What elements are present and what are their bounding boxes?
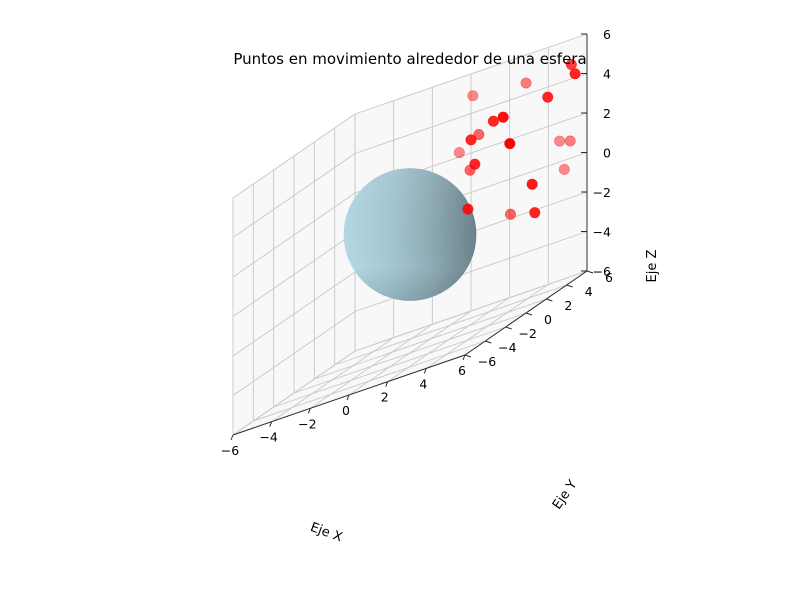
axis-lines (230, 33, 594, 441)
x-tick-label: −4 (259, 430, 277, 445)
scatter-point (504, 208, 516, 220)
scatter-points (453, 58, 581, 220)
x-tick-label: 2 (381, 390, 389, 405)
scatter-point (462, 203, 474, 215)
y-tick-label: 4 (585, 284, 593, 299)
x-tick-mark (423, 368, 427, 374)
scatter-point (465, 134, 477, 146)
y-tick-label: 0 (544, 312, 552, 327)
grid-line (232, 153, 356, 238)
grid-line (354, 270, 588, 352)
scatter-point (467, 90, 479, 102)
scatter-point (529, 207, 541, 219)
scatter-point (564, 135, 576, 147)
grid-line (232, 113, 356, 199)
y-tick-mark (566, 284, 573, 288)
grid-line (334, 284, 567, 366)
scatter-point (487, 115, 499, 127)
z-tick-label: 2 (603, 106, 611, 121)
x-tick-label: −6 (221, 443, 239, 458)
y-tick-mark (546, 298, 553, 302)
z-axis-label: Eje Z (645, 249, 660, 282)
x-tick-mark (230, 434, 234, 441)
grid-line (354, 73, 588, 154)
z-tick-label: −6 (593, 264, 611, 279)
scatter-point (565, 58, 577, 70)
sphere-layer (343, 168, 477, 301)
scatter-point (453, 147, 465, 159)
y-tick-label: 2 (564, 298, 572, 313)
x-tick-label: 4 (419, 376, 427, 391)
scatter-point (473, 129, 485, 141)
chart-title: Puntos en movimiento alrededor de una es… (233, 50, 586, 68)
x-tick-mark (346, 394, 350, 401)
y-tick-label: −4 (498, 340, 516, 355)
z-tick-label: 0 (603, 146, 611, 161)
x-tick-mark (385, 381, 389, 387)
y-tick-mark (464, 354, 472, 358)
y-tick-label: −6 (478, 354, 496, 369)
z-tick-label: −2 (593, 185, 611, 200)
y-tick-label: 6 (605, 270, 613, 285)
x-tick-mark (269, 421, 273, 427)
scatter-point (504, 138, 516, 150)
y-tick-mark (505, 326, 512, 330)
scatter-point (520, 77, 532, 89)
scatter-point (497, 111, 509, 123)
scatter-point (526, 178, 538, 190)
y-tick-mark (586, 270, 594, 274)
x-tick-label: −2 (298, 416, 316, 431)
x-tick-mark (307, 408, 311, 414)
y-tick-mark (485, 340, 492, 344)
z-tick-label: −4 (593, 225, 611, 240)
z-tick-label: 6 (603, 27, 611, 42)
y-tick-label: −2 (518, 326, 536, 341)
scatter-point (542, 91, 554, 103)
grid-line (354, 33, 588, 115)
scatter-point (554, 135, 566, 147)
x-tick-label: 6 (458, 363, 466, 378)
scatter-point (464, 164, 476, 176)
scatter-point (558, 163, 570, 175)
sphere-shading (343, 168, 477, 301)
x-tick-label: 0 (342, 403, 350, 418)
z-tick-label: 4 (603, 67, 611, 82)
scatter-point (569, 68, 581, 80)
y-tick-mark (525, 312, 533, 316)
x-tick-mark (462, 354, 466, 361)
